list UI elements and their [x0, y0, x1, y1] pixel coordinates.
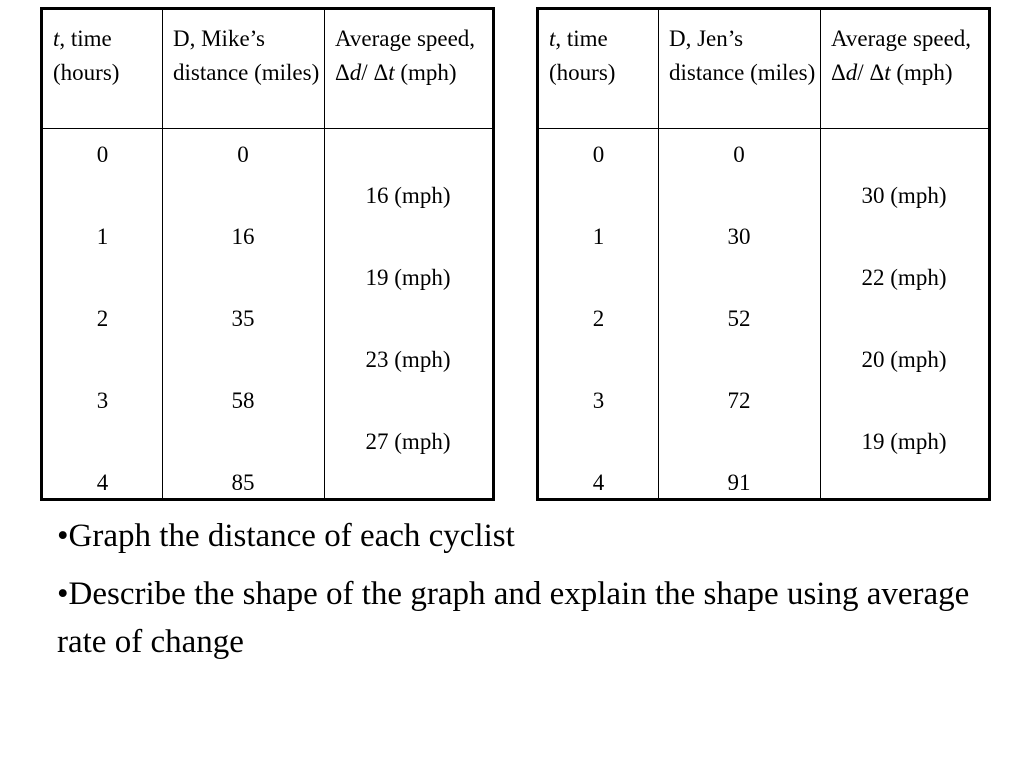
distance-cell: 52 — [727, 306, 751, 331]
header-divider — [43, 128, 492, 129]
time-cell: 0 — [96, 142, 109, 167]
time-cell: 4 — [592, 470, 605, 495]
distance-cell: 35 — [231, 306, 255, 331]
distance-column-header: D, Mike’s distance (miles) — [173, 26, 320, 85]
speed-cell: 27 (mph) — [365, 429, 451, 454]
time-cell: 1 — [96, 224, 109, 249]
speed-column-header: Average speed, Δd/ Δt (mph) — [831, 26, 972, 85]
mike-distance-table: t, time (hours) D, Mike’s distance (mile… — [40, 7, 495, 501]
distance-cell: 0 — [733, 142, 745, 167]
distance-cell: 0 — [237, 142, 249, 167]
time-cell: 4 — [96, 470, 109, 495]
instruction-graph-distance: •Graph the distance of each cyclist — [57, 518, 515, 554]
speed-cell: 30 (mph) — [861, 183, 947, 208]
time-cell: 2 — [592, 306, 605, 331]
time-column-header: t, time (hours) — [53, 26, 120, 85]
column-divider — [658, 10, 659, 498]
instruction-list: •Graph the distance of each cyclist •Des… — [57, 512, 987, 676]
speed-cell: 19 (mph) — [365, 265, 451, 290]
instruction-describe-shape: •Describe the shape of the graph and exp… — [57, 576, 970, 660]
time-cell: 0 — [592, 142, 605, 167]
header-divider — [539, 128, 988, 129]
distance-column-header: D, Jen’s distance (miles) — [669, 26, 816, 85]
column-divider — [820, 10, 821, 498]
column-divider — [324, 10, 325, 498]
distance-cell: 30 — [727, 224, 751, 249]
time-cell: 1 — [592, 224, 605, 249]
speed-cell: 23 (mph) — [365, 347, 451, 372]
distance-cell: 58 — [231, 388, 255, 413]
speed-cell: 22 (mph) — [861, 265, 947, 290]
distance-cell: 72 — [727, 388, 751, 413]
time-cell: 3 — [96, 388, 109, 413]
time-cell: 2 — [96, 306, 109, 331]
speed-column-header: Average speed, Δd/ Δt (mph) — [335, 26, 476, 85]
time-cell: 3 — [592, 388, 605, 413]
column-divider — [162, 10, 163, 498]
distance-cell: 16 — [231, 224, 255, 249]
speed-cell: 16 (mph) — [365, 183, 451, 208]
distance-cell: 85 — [231, 470, 255, 495]
speed-cell: 19 (mph) — [861, 429, 947, 454]
distance-cell: 91 — [727, 470, 751, 495]
jen-distance-table: t, time (hours) D, Jen’s distance (miles… — [536, 7, 991, 501]
speed-cell: 20 (mph) — [861, 347, 947, 372]
time-column-header: t, time (hours) — [549, 26, 616, 85]
